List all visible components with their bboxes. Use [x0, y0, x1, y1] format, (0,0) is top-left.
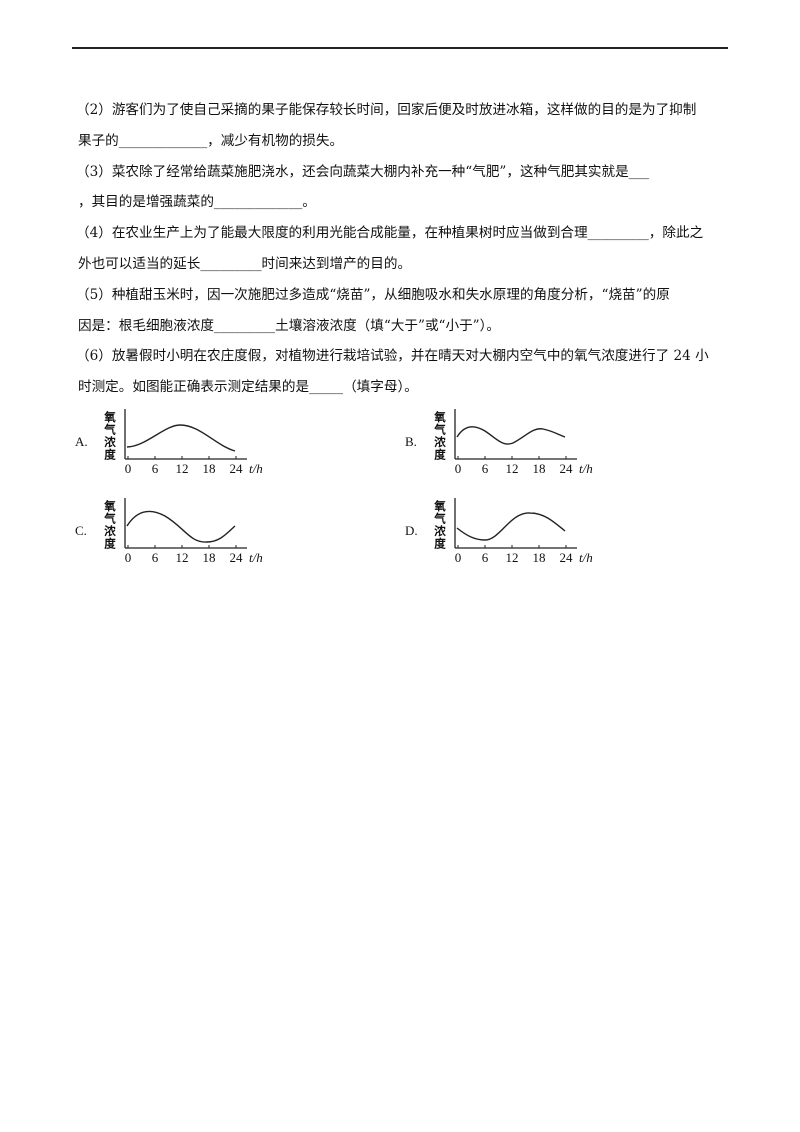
option-graph: C. 氧气浓度 0 6 12 18 24 t/h	[75, 498, 263, 565]
text-line: （3）菜农除了经常给蔬菜施肥浇水，还会向蔬菜大棚内补充一种“气肥”，这种气肥其实…	[76, 163, 650, 180]
option-graph: B. 氧气浓度 0 6 12 18 24 t/h	[405, 409, 593, 476]
header-rule	[72, 47, 728, 49]
x-tick-label: 6	[152, 461, 159, 476]
y-axis-label: 氧气浓度	[433, 410, 447, 461]
x-tick-label: 18	[533, 550, 546, 565]
text-line: （2）游客们为了使自己采摘的果子能保存较长时间，回家后便及时放进冰箱，这样做的目…	[76, 102, 697, 118]
x-tick-label: 24	[560, 461, 574, 476]
text-line: 因是：根毛细胞液浓度_________土壤溶液浓度（填“大于”或“小于”）。	[78, 317, 501, 334]
curve	[456, 426, 566, 445]
x-axis-unit: t/h	[579, 461, 593, 476]
x-tick-label: 0	[455, 550, 462, 565]
x-tick-label: 24	[560, 550, 574, 565]
x-tick-label: 18	[533, 461, 546, 476]
curve	[456, 512, 566, 541]
x-tick-label: 12	[176, 461, 189, 476]
curve	[126, 424, 236, 452]
x-tick-label: 24	[230, 550, 244, 565]
x-axis-unit: t/h	[579, 550, 593, 565]
x-tick-label: 0	[125, 461, 132, 476]
text-line: 果子的_____________，减少有机物的损失。	[78, 132, 344, 149]
y-axis-label: 氧气浓度	[103, 499, 117, 550]
x-tick-label: 0	[125, 550, 132, 565]
text-line: （4）在农业生产上为了能最大限度的利用光能合成能量，在种植果树时应当做到合理__…	[76, 225, 704, 242]
y-axis-label: 氧气浓度	[103, 410, 117, 461]
option-letter: B.	[405, 434, 417, 449]
curve	[126, 510, 236, 543]
option-letter: C.	[75, 523, 87, 538]
x-axis-unit: t/h	[249, 461, 263, 476]
x-axis-unit: t/h	[249, 550, 263, 565]
x-tick-label: 12	[506, 550, 519, 565]
x-tick-label: 18	[203, 550, 216, 565]
x-tick-label: 18	[203, 461, 216, 476]
x-tick-label: 6	[482, 550, 489, 565]
x-tick-label: 12	[506, 461, 519, 476]
text-line: （5）种植甜玉米时，因一次施肥过多造成“烧苗”，从细胞吸水和失水原理的角度分析，…	[76, 286, 670, 303]
x-tick-label: 24	[230, 461, 244, 476]
option-graph: A. 氧气浓度 0 6 12 18 24 t/h	[75, 409, 263, 476]
x-tick-label: 12	[176, 550, 189, 565]
option-figures: A. 氧气浓度 0 6 12 18 24 t/h B. 氧气浓度 0 6 12 18 24 t/h C. 氧气浓度…	[75, 409, 593, 565]
option-letter: A.	[75, 434, 88, 449]
text-line: （6）放暑假时小明在农庄度假，对植物进行栽培试验，并在晴天对大棚内空气中的氧气浓…	[76, 348, 709, 365]
x-tick-label: 6	[482, 461, 489, 476]
option-graph: D. 氧气浓度 0 6 12 18 24 t/h	[405, 498, 593, 565]
text-line: ，其目的是增强蔬菜的_____________。	[78, 194, 316, 211]
x-tick-label: 6	[152, 550, 159, 565]
option-letter: D.	[405, 523, 418, 538]
x-tick-label: 0	[455, 461, 462, 476]
text-line: 时测定。如图能正确表示测定结果的是_____（填字母）。	[78, 379, 418, 396]
y-axis-label: 氧气浓度	[433, 499, 447, 550]
text-line: 外也可以适当的延长_________时间来达到增产的目的。	[78, 256, 412, 272]
